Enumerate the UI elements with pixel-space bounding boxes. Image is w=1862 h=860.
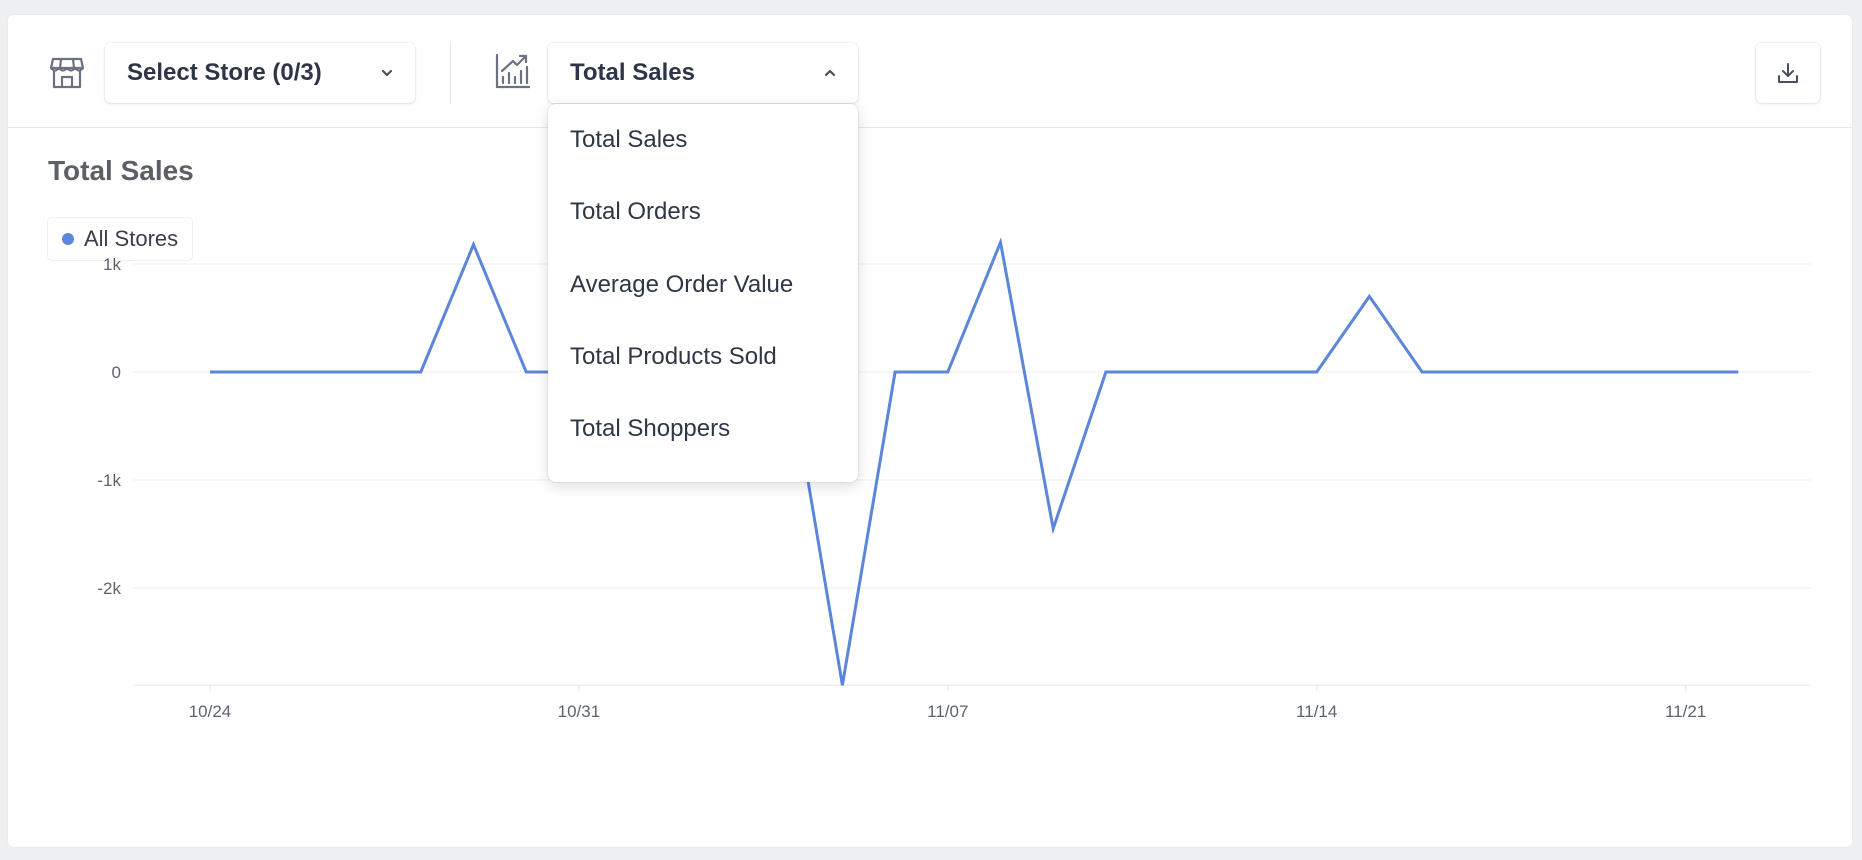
chevron-down-icon [381, 69, 393, 77]
x-tick-label: 11/07 [927, 702, 968, 721]
toolbar-divider [450, 42, 451, 104]
dropdown-option-total-sales[interactable]: Total Sales [570, 126, 688, 153]
y-tick-label: 1k [103, 255, 121, 274]
metric-select-label: Total Sales [570, 59, 695, 86]
sales-card: Select Store (0/3) Total Sales [8, 15, 1852, 847]
dropdown-option-total-shoppers[interactable]: Total Shoppers [570, 415, 731, 442]
y-tick-label: -1k [97, 471, 121, 490]
store-icon [49, 57, 85, 89]
chart-title: Total Sales [48, 155, 194, 186]
dropdown-option-total-products-sold[interactable]: Total Products Sold [570, 343, 777, 370]
store-select-label: Select Store (0/3) [127, 59, 322, 86]
legend-item-all-stores[interactable]: All Stores [48, 218, 193, 260]
toolbar: Select Store (0/3) Total Sales [8, 15, 1852, 128]
y-tick-label: 0 [112, 363, 121, 382]
x-tick-label: 10/31 [558, 702, 601, 721]
metric-select[interactable]: Total Sales [548, 43, 858, 103]
metric-dropdown: Total Sales Total Orders Average Order V… [548, 104, 858, 482]
x-tick-label: 11/21 [1665, 702, 1706, 721]
legend-dot [62, 233, 74, 245]
series-line-all-stores [210, 237, 1739, 686]
download-icon [1778, 63, 1798, 83]
x-tick-label: 10/24 [189, 702, 232, 721]
chevron-up-icon [824, 69, 836, 77]
dropdown-option-average-order-value[interactable]: Average Order Value [570, 271, 794, 298]
store-select[interactable]: Select Store (0/3) [105, 43, 415, 103]
x-tick-label: 11/14 [1296, 702, 1337, 721]
download-button[interactable] [1756, 43, 1820, 103]
chart-trend-icon [495, 53, 531, 89]
legend-label: All Stores [84, 226, 179, 251]
y-tick-label: -2k [97, 579, 121, 598]
sales-line-chart: 1k 0 -1k -2k 10/24 10/31 11/07 11/14 11/21 [97, 237, 1811, 721]
dropdown-option-total-orders[interactable]: Total Orders [570, 198, 701, 225]
